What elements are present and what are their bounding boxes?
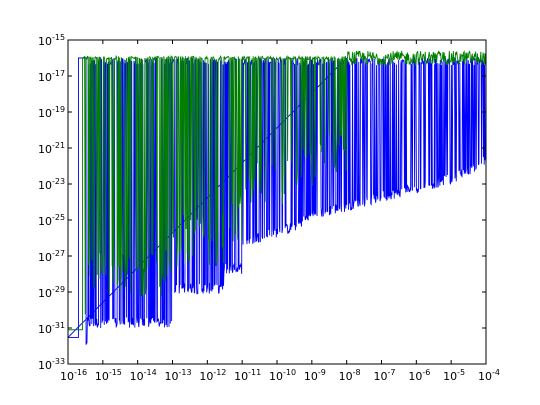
series-green-line: [68, 50, 486, 331]
series-blue-envelope: [68, 57, 347, 338]
plot-area: [68, 50, 486, 345]
